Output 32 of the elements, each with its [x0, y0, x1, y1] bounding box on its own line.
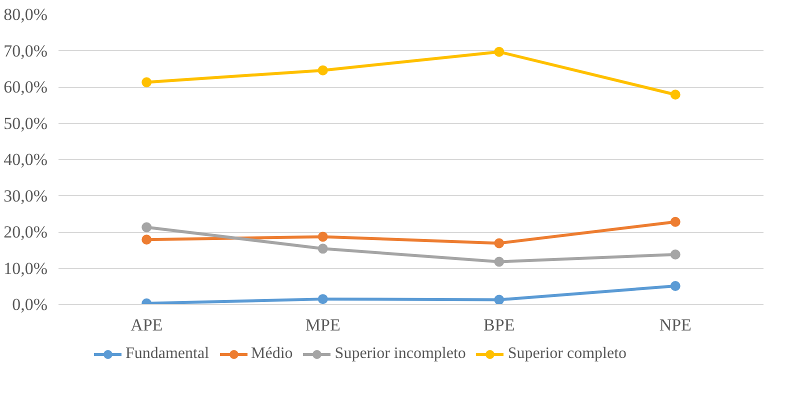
point — [142, 234, 152, 245]
x-tick-label: BPE — [484, 316, 515, 334]
point — [318, 294, 328, 304]
y-tick-label: 80,0% — [4, 5, 48, 24]
x-tick-label: APE — [130, 316, 163, 334]
legend-label: Superior completo — [508, 345, 627, 363]
legend-label: Fundamental — [125, 345, 210, 363]
point — [142, 222, 152, 232]
point — [494, 238, 504, 248]
legend-label: Médio — [251, 345, 293, 363]
point — [142, 77, 152, 88]
y-tick-label: 30,0% — [4, 186, 48, 206]
y-tick-label: 70,0% — [4, 41, 48, 60]
x-tick-label: NPE — [659, 316, 692, 334]
x-tick-label: MPE — [305, 316, 340, 334]
point — [494, 256, 504, 267]
y-tick-label: 40,0% — [4, 150, 48, 169]
y-tick-label: 50,0% — [4, 114, 48, 133]
point — [318, 232, 328, 242]
point — [494, 46, 504, 57]
point — [670, 249, 680, 260]
y-tick-label: 10,0% — [4, 258, 48, 278]
point — [670, 216, 680, 227]
point — [318, 244, 328, 254]
point — [494, 294, 504, 304]
legend-label: Superior incompleto — [334, 345, 466, 363]
y-tick-label: 60,0% — [4, 78, 48, 96]
point — [318, 65, 328, 76]
y-tick-label: 0,0% — [12, 295, 48, 314]
point — [670, 281, 680, 292]
point — [670, 90, 680, 100]
y-tick-label: 20,0% — [4, 222, 48, 242]
